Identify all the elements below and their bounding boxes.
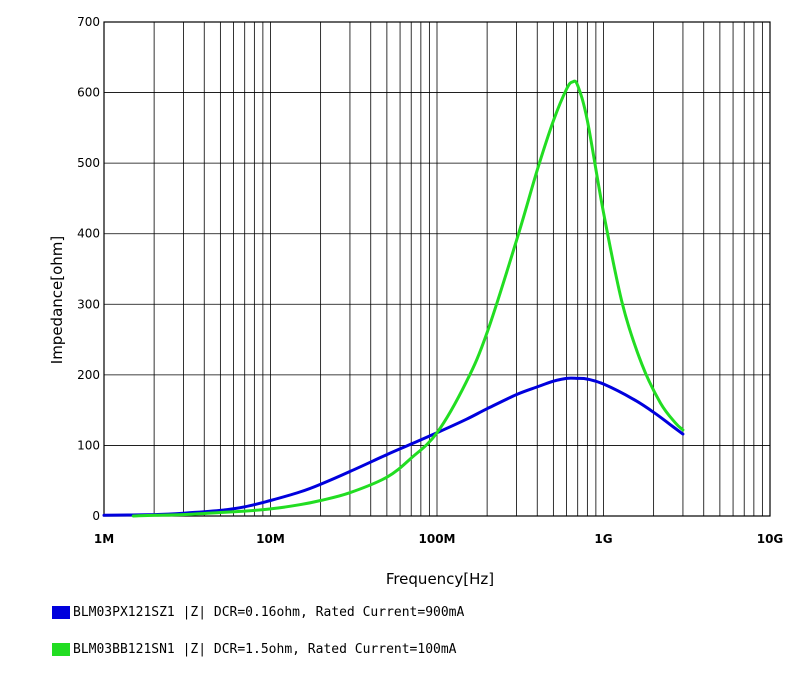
x-tick-label: 10M bbox=[256, 532, 285, 546]
legend-swatch-2 bbox=[52, 643, 70, 656]
series-line-2 bbox=[131, 79, 685, 518]
y-axis-title: Impedance[ohm] bbox=[48, 236, 66, 364]
series-lines bbox=[102, 79, 685, 518]
grid-lines bbox=[103, 21, 770, 517]
legend-entry-1: BLM03PX121SZ1 |Z| DCR=0.16ohm, Rated Cur… bbox=[52, 605, 464, 620]
y-tick-label: 500 bbox=[77, 156, 100, 170]
x-tick-label: 1M bbox=[94, 532, 114, 546]
y-tick-label: 400 bbox=[77, 227, 100, 241]
y-tick-labels: 0 100 200 300 400 500 600 700 bbox=[77, 15, 100, 523]
x-axis-title: Frequency[Hz] bbox=[386, 570, 494, 588]
legend-entry-2: BLM03BB121SN1 |Z| DCR=1.5ohm, Rated Curr… bbox=[52, 642, 457, 657]
y-tick-label: 300 bbox=[77, 297, 100, 311]
plot-area-frame bbox=[103, 21, 771, 517]
y-tick-label: 0 bbox=[92, 509, 100, 523]
x-tick-label: 10G bbox=[757, 532, 784, 546]
impedance-chart: 0 100 200 300 400 500 600 700 1M 10M 100M 1G 10G Fr… bbox=[48, 15, 783, 588]
y-tick-label: 600 bbox=[77, 86, 100, 100]
x-tick-label: 100M bbox=[419, 532, 456, 546]
series-line-1 bbox=[102, 376, 685, 517]
y-tick-label: 700 bbox=[77, 15, 100, 29]
legend-label-1: BLM03PX121SZ1 |Z| DCR=0.16ohm, Rated Cur… bbox=[73, 605, 465, 620]
legend-swatch-1 bbox=[52, 606, 70, 619]
x-tick-label: 1G bbox=[594, 532, 612, 546]
x-tick-labels: 1M 10M 100M 1G 10G bbox=[94, 532, 783, 546]
legend-label-2: BLM03BB121SN1 |Z| DCR=1.5ohm, Rated Curr… bbox=[73, 642, 457, 657]
y-tick-label: 100 bbox=[77, 438, 100, 452]
y-tick-label: 200 bbox=[77, 368, 100, 382]
